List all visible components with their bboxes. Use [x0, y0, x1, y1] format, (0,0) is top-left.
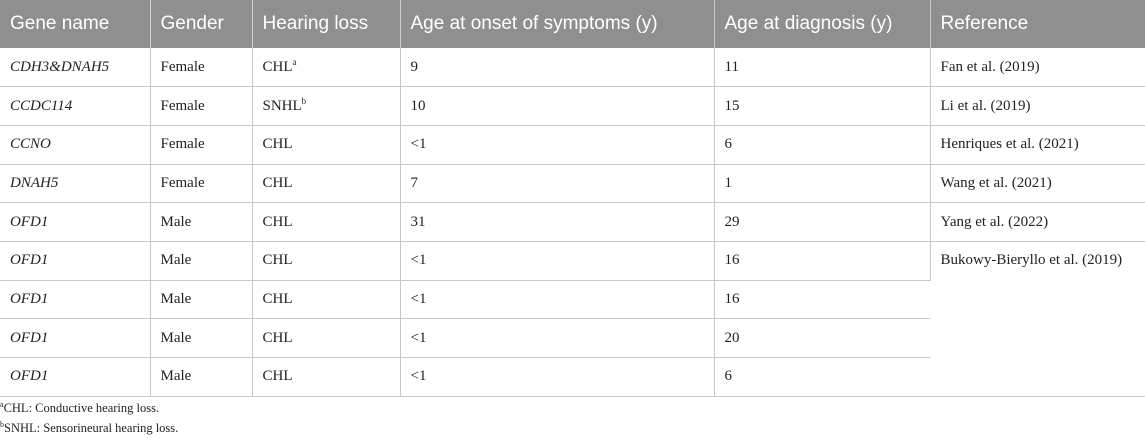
gene-hearing-loss-table: Gene name Gender Hearing loss Age at ons…: [0, 0, 1145, 397]
cell-age-diagnosis: 20: [714, 318, 930, 358]
cell-age-onset: <1: [400, 357, 715, 397]
cell-gene: OFD1: [0, 280, 151, 320]
table-row: OFD1 Male CHL <1 16 Bukowy-Bieryllo et a…: [0, 241, 1145, 397]
cell-age-diagnosis: 15: [714, 86, 931, 126]
table-row: DNAH5 Female CHL 7 1 Wang et al. (2021): [0, 164, 1145, 204]
cell-gender: Female: [150, 48, 253, 88]
cell-reference: Fan et al. (2019): [930, 48, 1145, 88]
hearing-loss-text: SNHL: [262, 97, 302, 114]
cell-hearing-loss: CHL: [252, 202, 401, 242]
cell-hearing-loss: CHL: [252, 357, 401, 397]
cell-reference: Li et al. (2019): [930, 86, 1145, 126]
cell-gene: CDH3&DNAH5: [0, 48, 151, 88]
cell-gender: Male: [150, 280, 253, 320]
cell-age-onset: 9: [400, 48, 715, 88]
cell-gene: DNAH5: [0, 164, 151, 204]
cell-age-diagnosis: 6: [714, 357, 930, 397]
footnote-text: CHL: Conductive hearing loss.: [3, 401, 160, 415]
cell-gender: Male: [150, 318, 253, 358]
header-hearing-loss: Hearing loss: [252, 0, 401, 48]
cell-gender: Female: [150, 164, 253, 204]
cell-gender: Male: [150, 202, 253, 242]
cell-hearing-loss: CHL: [252, 318, 401, 358]
header-age-onset: Age at onset of symptoms (y): [400, 0, 715, 48]
cell-age-onset: <1: [400, 125, 715, 165]
table-row: CCNO Female CHL <1 6 Henriques et al. (2…: [0, 125, 1145, 165]
cell-age-diagnosis: 16: [714, 280, 930, 320]
table-row: OFD1 Male CHL <1 6: [0, 357, 1145, 397]
footnote: aCHL: Conductive hearing loss.: [0, 398, 178, 418]
cell-hearing-loss: SNHLb: [252, 86, 401, 126]
footnote: bSNHL: Sensorineural hearing loss.: [0, 418, 178, 438]
table-header-row: Gene name Gender Hearing loss Age at ons…: [0, 0, 1145, 48]
table-footnotes: aCHL: Conductive hearing loss. bSNHL: Se…: [0, 398, 178, 438]
cell-gender: Female: [150, 86, 253, 126]
cell-hearing-loss: CHL: [252, 241, 401, 281]
cell-hearing-loss: CHLa: [252, 48, 401, 88]
cell-gene: CCNO: [0, 125, 151, 165]
cell-age-diagnosis: 29: [714, 202, 931, 242]
cell-gender: Male: [150, 357, 253, 397]
footnote-marker: a: [0, 399, 4, 409]
cell-gene: OFD1: [0, 202, 151, 242]
cell-gender: Male: [150, 241, 253, 281]
footnote-marker: b: [0, 419, 4, 429]
cell-gene: OFD1: [0, 357, 151, 397]
cell-gene: CCDC114: [0, 86, 151, 126]
table-row: OFD1 Male CHL <1 16: [0, 280, 1145, 320]
cell-gene: OFD1: [0, 241, 151, 281]
cell-age-onset: 31: [400, 202, 715, 242]
cell-age-diagnosis: 6: [714, 125, 931, 165]
footnote-text: SNHL: Sensorineural hearing loss.: [4, 421, 179, 435]
cell-hearing-loss: CHL: [252, 164, 401, 204]
table-row: OFD1 Male CHL <1 20: [0, 318, 1145, 358]
cell-age-onset: <1: [400, 241, 715, 281]
cell-reference: Yang et al. (2022): [930, 202, 1145, 242]
table-row: CDH3&DNAH5 Female CHLa 9 11 Fan et al. (…: [0, 48, 1145, 88]
cell-gene: OFD1: [0, 318, 151, 358]
cell-age-onset: <1: [400, 280, 715, 320]
cell-age-onset: 10: [400, 86, 715, 126]
header-gene-name: Gene name: [0, 0, 151, 48]
cell-age-onset: <1: [400, 318, 715, 358]
cell-hearing-loss: CHL: [252, 280, 401, 320]
cell-age-onset: 7: [400, 164, 715, 204]
footnote-marker: b: [301, 95, 307, 106]
header-age-diagnosis: Age at diagnosis (y): [714, 0, 931, 48]
footnote-marker: a: [292, 56, 297, 67]
hearing-loss-text: CHL: [262, 58, 293, 75]
cell-reference: Wang et al. (2021): [930, 164, 1145, 204]
header-gender: Gender: [150, 0, 253, 48]
cell-reference: Henriques et al. (2021): [930, 125, 1145, 165]
cell-age-diagnosis: 11: [714, 48, 931, 88]
table-row: OFD1 Male CHL 31 29 Yang et al. (2022): [0, 202, 1145, 242]
cell-age-diagnosis: 1: [714, 164, 931, 204]
cell-age-diagnosis: 16: [714, 241, 931, 281]
table-row: CCDC114 Female SNHLb 10 15 Li et al. (20…: [0, 86, 1145, 126]
header-reference: Reference: [930, 0, 1145, 48]
cell-hearing-loss: CHL: [252, 125, 401, 165]
cell-reference: Bukowy-Bieryllo et al. (2019): [930, 241, 1145, 397]
cell-gender: Female: [150, 125, 253, 165]
